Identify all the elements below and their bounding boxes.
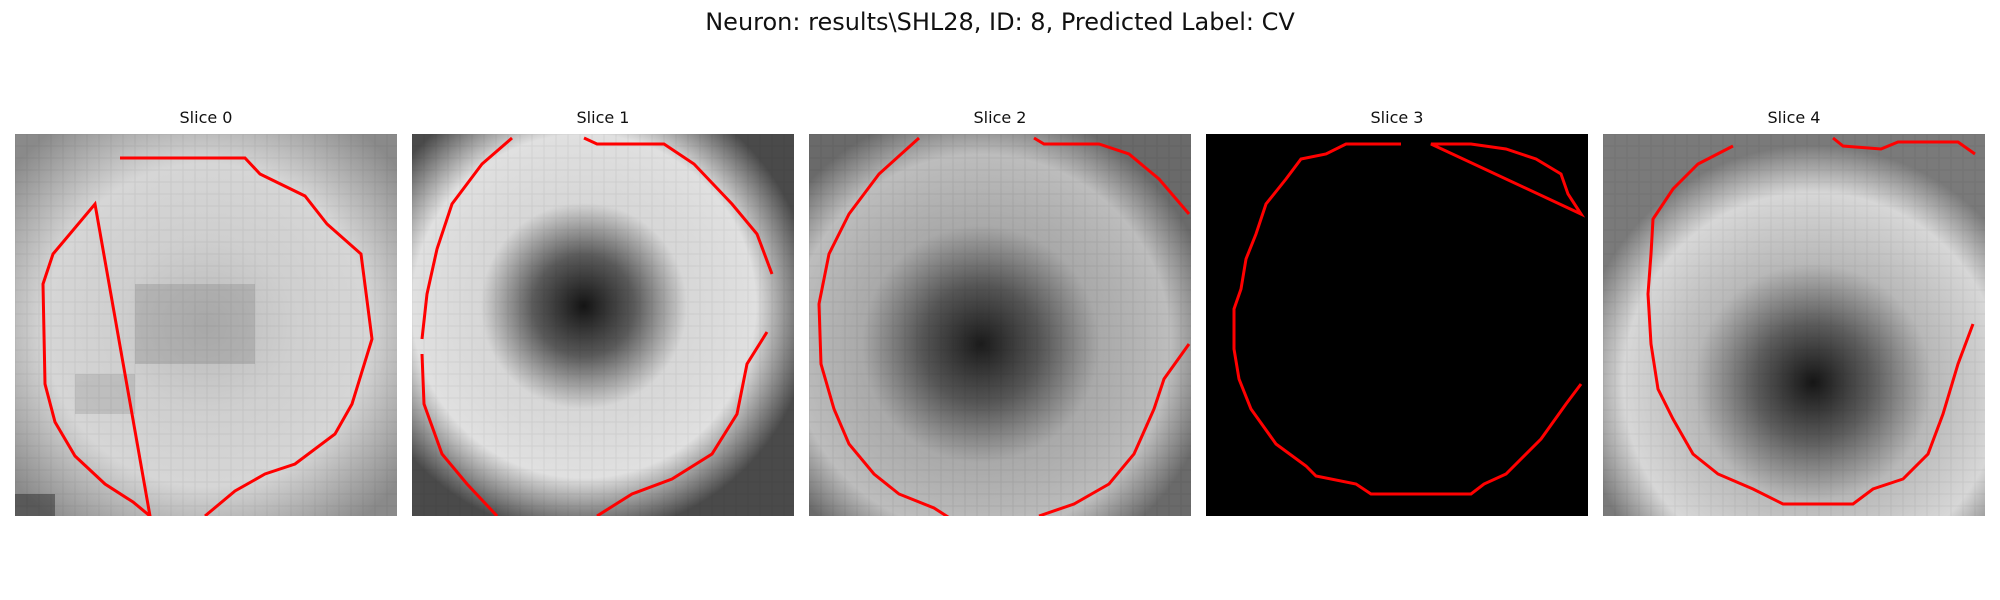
contour (1646, 136, 1976, 506)
slice-image (412, 134, 794, 516)
contour (41, 156, 374, 516)
slice-title: Slice 4 (1767, 108, 1821, 127)
contour (583, 136, 774, 516)
contour (817, 136, 950, 516)
contour (1033, 136, 1191, 516)
figure-title: Neuron: results\SHL28, ID: 8, Predicted … (705, 8, 1295, 36)
contour (1232, 142, 1586, 496)
slice-image (1603, 134, 1985, 516)
slice-title: Slice 1 (576, 108, 630, 127)
slice-image (15, 134, 397, 516)
slice-title: Slice 0 (179, 108, 233, 127)
slice-title: Slice 2 (973, 108, 1027, 127)
contour (420, 136, 513, 516)
slice-image (1206, 134, 1588, 516)
slice-title: Slice 3 (1370, 108, 1424, 127)
slice-image (809, 134, 1191, 516)
